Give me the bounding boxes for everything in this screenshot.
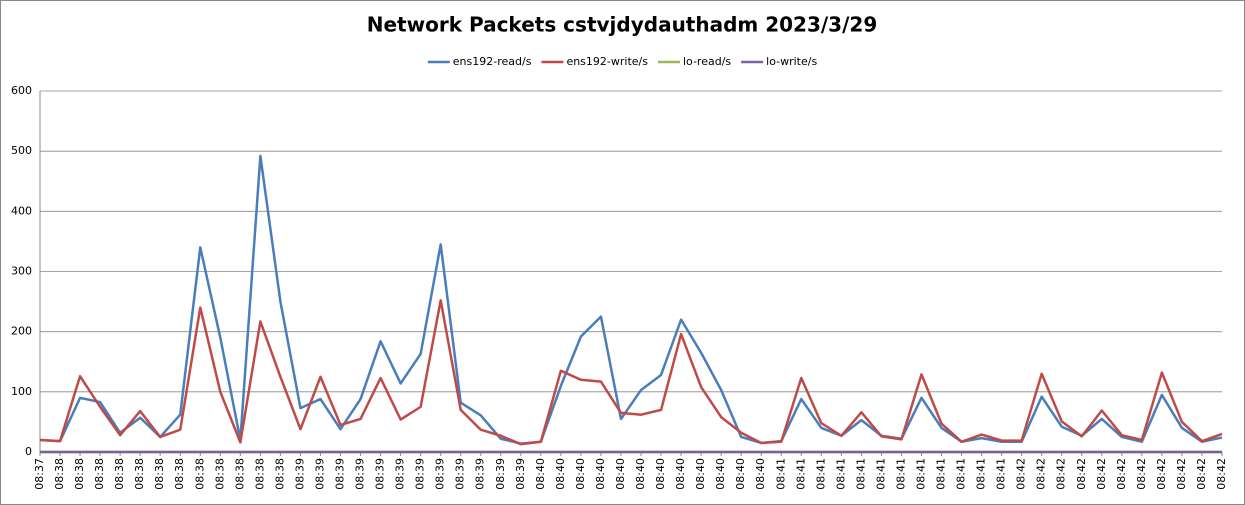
x-tick-label: 08:42 bbox=[1155, 458, 1168, 490]
x-tick-label: 08:39 bbox=[374, 458, 387, 490]
x-tick-label: 08:39 bbox=[394, 458, 407, 490]
x-tick-label: 08:40 bbox=[534, 458, 547, 490]
x-tick-label: 08:41 bbox=[794, 458, 807, 490]
x-tick-label: 08:40 bbox=[754, 458, 767, 490]
x-tick-label: 08:40 bbox=[614, 458, 627, 490]
x-tick-label: 08:42 bbox=[1055, 458, 1068, 490]
legend-label: ens192-read/s bbox=[453, 55, 532, 68]
x-tick-label: 08:40 bbox=[654, 458, 667, 490]
x-tick-label: 08:38 bbox=[113, 458, 126, 490]
legend-label: ens192-write/s bbox=[566, 55, 648, 68]
y-tick-label: 0 bbox=[25, 445, 32, 458]
legend: ens192-read/s ens192-write/s lo-read/s lo-w… bbox=[427, 55, 817, 68]
x-tick-label: 08:39 bbox=[454, 458, 467, 490]
x-tick-label: 08:38 bbox=[73, 458, 86, 490]
x-tick-label: 08:38 bbox=[153, 458, 166, 490]
x-tick-label: 08:41 bbox=[834, 458, 847, 490]
x-tick-label: 08:37 bbox=[33, 458, 46, 490]
x-tick-label: 08:40 bbox=[694, 458, 707, 490]
x-tick-label: 08:42 bbox=[1095, 458, 1108, 490]
x-tick-label: 08:41 bbox=[814, 458, 827, 490]
x-tick-label: 08:38 bbox=[173, 458, 186, 490]
x-tick-label: 08:40 bbox=[634, 458, 647, 490]
x-tick-label: 08:38 bbox=[253, 458, 266, 490]
x-tick-label: 08:38 bbox=[193, 458, 206, 490]
y-tick-label: 100 bbox=[11, 385, 32, 398]
x-tick-label: 08:39 bbox=[293, 458, 306, 490]
y-tick-label: 200 bbox=[11, 325, 32, 338]
x-tick-label: 08:41 bbox=[774, 458, 787, 490]
x-tick-label: 08:41 bbox=[854, 458, 867, 490]
x-tick-label: 08:39 bbox=[434, 458, 447, 490]
y-tick-label: 300 bbox=[11, 265, 32, 278]
x-tick-label: 08:42 bbox=[1195, 458, 1208, 490]
x-tick-label: 08:39 bbox=[474, 458, 487, 490]
y-tick-label: 600 bbox=[11, 84, 32, 97]
x-tick-label: 08:42 bbox=[1135, 458, 1148, 490]
x-tick-label: 08:42 bbox=[1175, 458, 1188, 490]
x-tick-label: 08:41 bbox=[874, 458, 887, 490]
x-tick-label: 08:41 bbox=[914, 458, 927, 490]
x-tick-label: 08:40 bbox=[594, 458, 607, 490]
x-tick-label: 08:38 bbox=[273, 458, 286, 490]
x-tick-label: 08:40 bbox=[574, 458, 587, 490]
y-tick-label: 400 bbox=[11, 204, 32, 217]
x-tick-label: 08:38 bbox=[233, 458, 246, 490]
x-tick-label: 08:41 bbox=[995, 458, 1008, 490]
chart-title: Network Packets cstvjdydauthadm 2023/3/2… bbox=[367, 13, 878, 37]
x-tick-label: 08:42 bbox=[1075, 458, 1088, 490]
x-tick-label: 08:41 bbox=[894, 458, 907, 490]
series-line bbox=[39, 299, 1223, 446]
x-tick-label: 08:38 bbox=[93, 458, 106, 490]
x-tick-label: 08:40 bbox=[554, 458, 567, 490]
x-tick-label: 08:40 bbox=[734, 458, 747, 490]
x-tick-label: 08:42 bbox=[1215, 458, 1228, 490]
legend-label: lo-write/s bbox=[766, 55, 817, 68]
x-tick-label: 08:38 bbox=[213, 458, 226, 490]
x-tick-label: 08:39 bbox=[313, 458, 326, 490]
x-tick-label: 08:38 bbox=[133, 458, 146, 490]
x-tick-label: 08:42 bbox=[1015, 458, 1028, 490]
legend-label: lo-read/s bbox=[683, 55, 731, 68]
x-tick-label: 08:42 bbox=[1035, 458, 1048, 490]
x-tick-label: 08:39 bbox=[354, 458, 367, 490]
x-tick-label: 08:40 bbox=[674, 458, 687, 490]
x-tick-label: 08:38 bbox=[53, 458, 66, 490]
x-tick-label: 08:39 bbox=[334, 458, 347, 490]
x-tick-label: 08:40 bbox=[714, 458, 727, 490]
x-tick-label: 08:39 bbox=[494, 458, 507, 490]
x-tick-label: 08:39 bbox=[414, 458, 427, 490]
x-tick-label: 08:42 bbox=[1115, 458, 1128, 490]
x-tick-label: 08:41 bbox=[975, 458, 988, 490]
y-tick-label: 500 bbox=[11, 144, 32, 157]
x-tick-label: 08:41 bbox=[955, 458, 968, 490]
x-tick-label: 08:39 bbox=[514, 458, 527, 490]
x-tick-label: 08:41 bbox=[935, 458, 948, 490]
series-line bbox=[39, 154, 1223, 445]
